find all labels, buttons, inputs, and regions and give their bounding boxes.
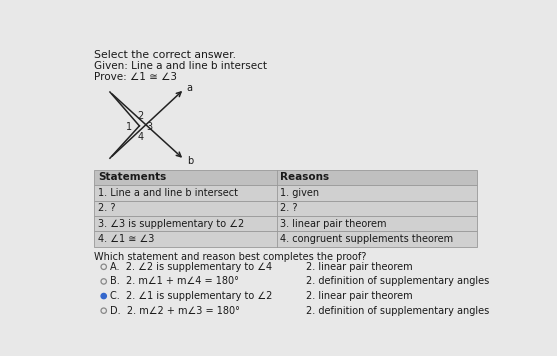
Text: Reasons: Reasons — [280, 172, 330, 183]
Text: C.  2. ∠1 is supplementary to ∠2: C. 2. ∠1 is supplementary to ∠2 — [110, 291, 272, 301]
Text: 3. ∠3 is supplementary to ∠2: 3. ∠3 is supplementary to ∠2 — [98, 219, 245, 229]
Text: 1: 1 — [125, 122, 131, 132]
Text: a: a — [187, 83, 193, 93]
Text: 4. congruent supplements theorem: 4. congruent supplements theorem — [280, 234, 453, 244]
Text: 2: 2 — [137, 111, 143, 121]
Bar — [95, 200, 477, 216]
Text: 3. linear pair theorem: 3. linear pair theorem — [280, 219, 387, 229]
Text: Which statement and reason best completes the proof?: Which statement and reason best complete… — [95, 252, 367, 262]
Text: Prove: ∠1 ≅ ∠3: Prove: ∠1 ≅ ∠3 — [95, 72, 178, 82]
Bar — [95, 231, 477, 247]
Bar — [95, 216, 477, 231]
Text: 2. definition of supplementary angles: 2. definition of supplementary angles — [306, 306, 489, 316]
Text: B.  2. m∠1 + m∠4 = 180°: B. 2. m∠1 + m∠4 = 180° — [110, 276, 239, 287]
Text: A.  2. ∠2 is supplementary to ∠4: A. 2. ∠2 is supplementary to ∠4 — [110, 262, 272, 272]
Text: 1. given: 1. given — [280, 188, 320, 198]
Text: 2. ?: 2. ? — [280, 203, 298, 213]
Text: Statements: Statements — [98, 172, 167, 183]
Text: D.  2. m∠2 + m∠3 = 180°: D. 2. m∠2 + m∠3 = 180° — [110, 306, 240, 316]
Text: 2. definition of supplementary angles: 2. definition of supplementary angles — [306, 276, 489, 287]
Text: 2. linear pair theorem: 2. linear pair theorem — [306, 291, 413, 301]
Text: 2. ?: 2. ? — [98, 203, 116, 213]
Bar — [95, 185, 477, 200]
Text: 4: 4 — [137, 132, 143, 142]
Text: 3: 3 — [146, 122, 153, 132]
Text: Given: Line a and line b intersect: Given: Line a and line b intersect — [95, 61, 267, 71]
Bar — [95, 170, 477, 185]
Text: 4. ∠1 ≅ ∠3: 4. ∠1 ≅ ∠3 — [98, 234, 155, 244]
Circle shape — [101, 293, 106, 299]
Text: 1. Line a and line b intersect: 1. Line a and line b intersect — [98, 188, 238, 198]
Text: 2. linear pair theorem: 2. linear pair theorem — [306, 262, 413, 272]
Text: b: b — [187, 156, 193, 166]
Text: Select the correct answer.: Select the correct answer. — [95, 51, 236, 61]
